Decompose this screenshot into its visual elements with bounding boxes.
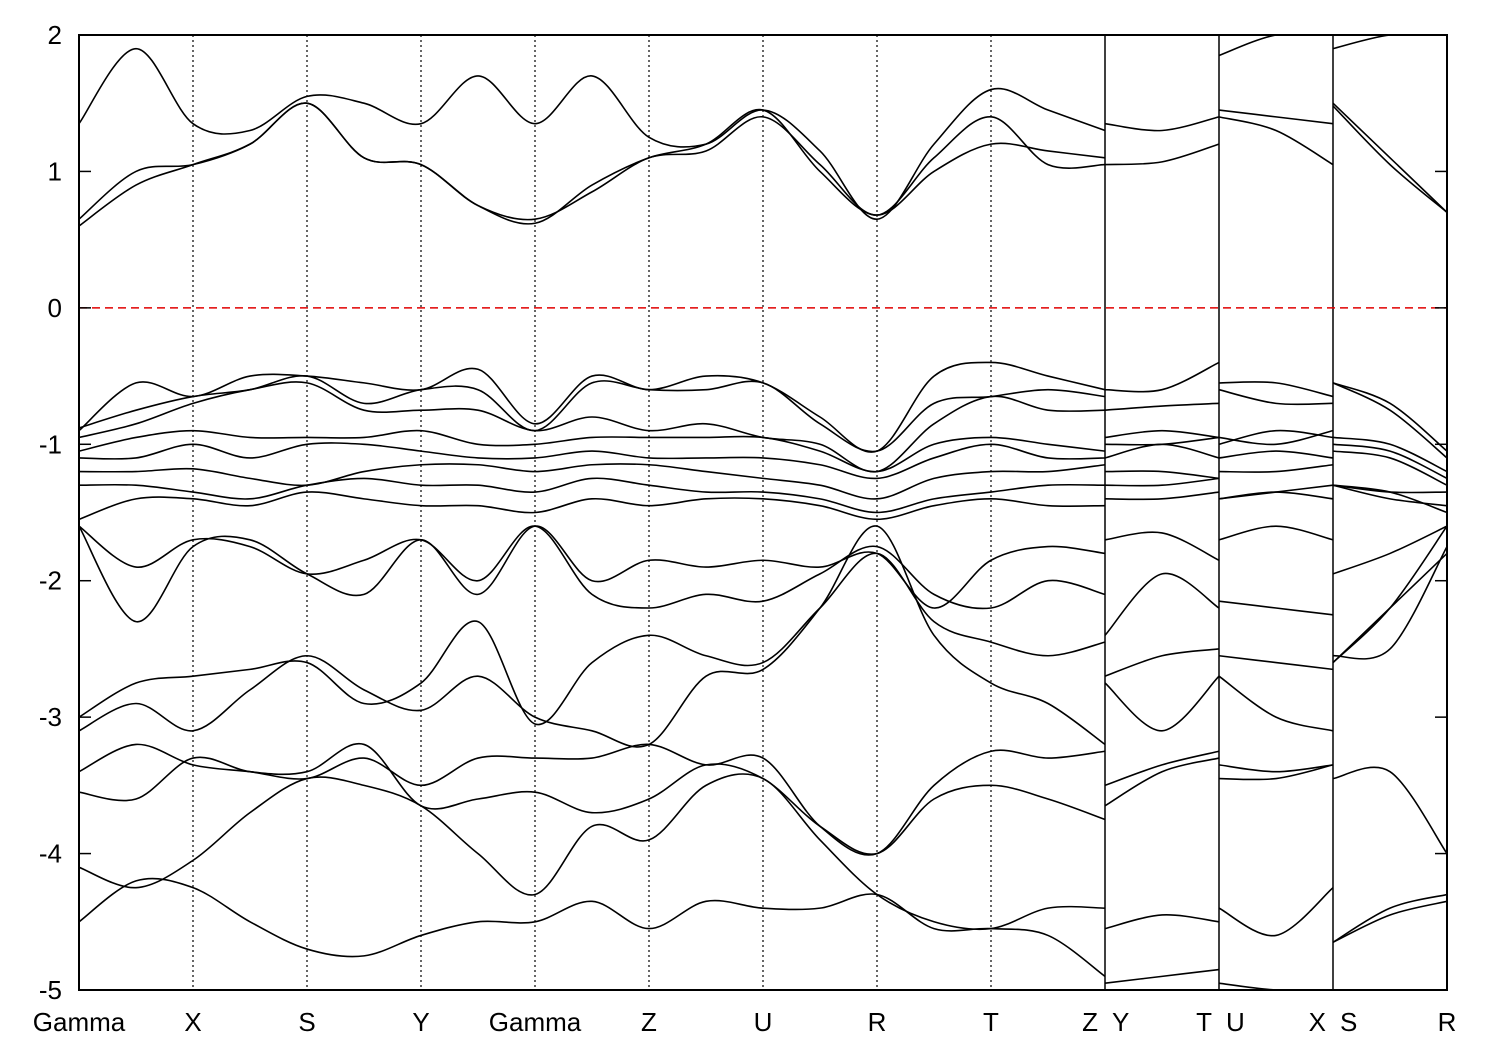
x-tick-label: Z xyxy=(1082,1007,1098,1037)
band-line xyxy=(79,102,1447,227)
band-line xyxy=(79,743,1447,856)
x-tick-label: T xyxy=(983,1007,999,1037)
band-line xyxy=(79,525,1447,748)
band-line xyxy=(79,361,1447,453)
y-tick-label: -4 xyxy=(39,839,62,869)
x-tick-label: Y xyxy=(412,1007,429,1037)
y-tick-label: 2 xyxy=(48,20,62,50)
grid xyxy=(79,35,1447,990)
band-line xyxy=(79,477,1447,514)
x-tick-label: Z xyxy=(641,1007,657,1037)
y-tick-label: -2 xyxy=(39,566,62,596)
plot-area xyxy=(79,35,1447,990)
plot-frame xyxy=(78,34,1448,991)
x-tick-label: X xyxy=(184,1007,201,1037)
band-line xyxy=(79,484,1447,521)
x-tick-label: R xyxy=(868,1007,887,1037)
x-tick-label: T xyxy=(1196,1007,1212,1037)
x-tick-label: Y xyxy=(1112,1007,1129,1037)
band-line xyxy=(79,525,1447,610)
y-tick-label: -1 xyxy=(39,429,62,459)
x-tick-label: R xyxy=(1438,1007,1457,1037)
band-line xyxy=(79,877,1447,990)
x-tick-label: U xyxy=(1226,1007,1245,1037)
band-line xyxy=(79,773,1447,943)
y-tick-label: -5 xyxy=(39,975,62,1005)
x-tick-label: S xyxy=(1340,1007,1357,1037)
x-tick-label: U xyxy=(754,1007,773,1037)
band-line xyxy=(79,35,1447,220)
band-line xyxy=(79,525,1447,664)
band-line xyxy=(79,442,1447,486)
x-tick-label: Gamma xyxy=(489,1007,582,1037)
band-line xyxy=(79,375,1447,459)
x-tick-label: S xyxy=(298,1007,315,1037)
band-line xyxy=(79,742,1447,943)
x-tick-label: X xyxy=(1309,1007,1326,1037)
y-tick-label: -3 xyxy=(39,702,62,732)
y-tick-label: 1 xyxy=(48,156,62,186)
y-tick-label: 0 xyxy=(48,293,62,323)
band-line xyxy=(79,463,1447,500)
band-line xyxy=(79,546,1447,726)
x-tick-label: Gamma xyxy=(33,1007,126,1037)
band-line xyxy=(79,381,1447,473)
band-line xyxy=(79,102,1447,221)
